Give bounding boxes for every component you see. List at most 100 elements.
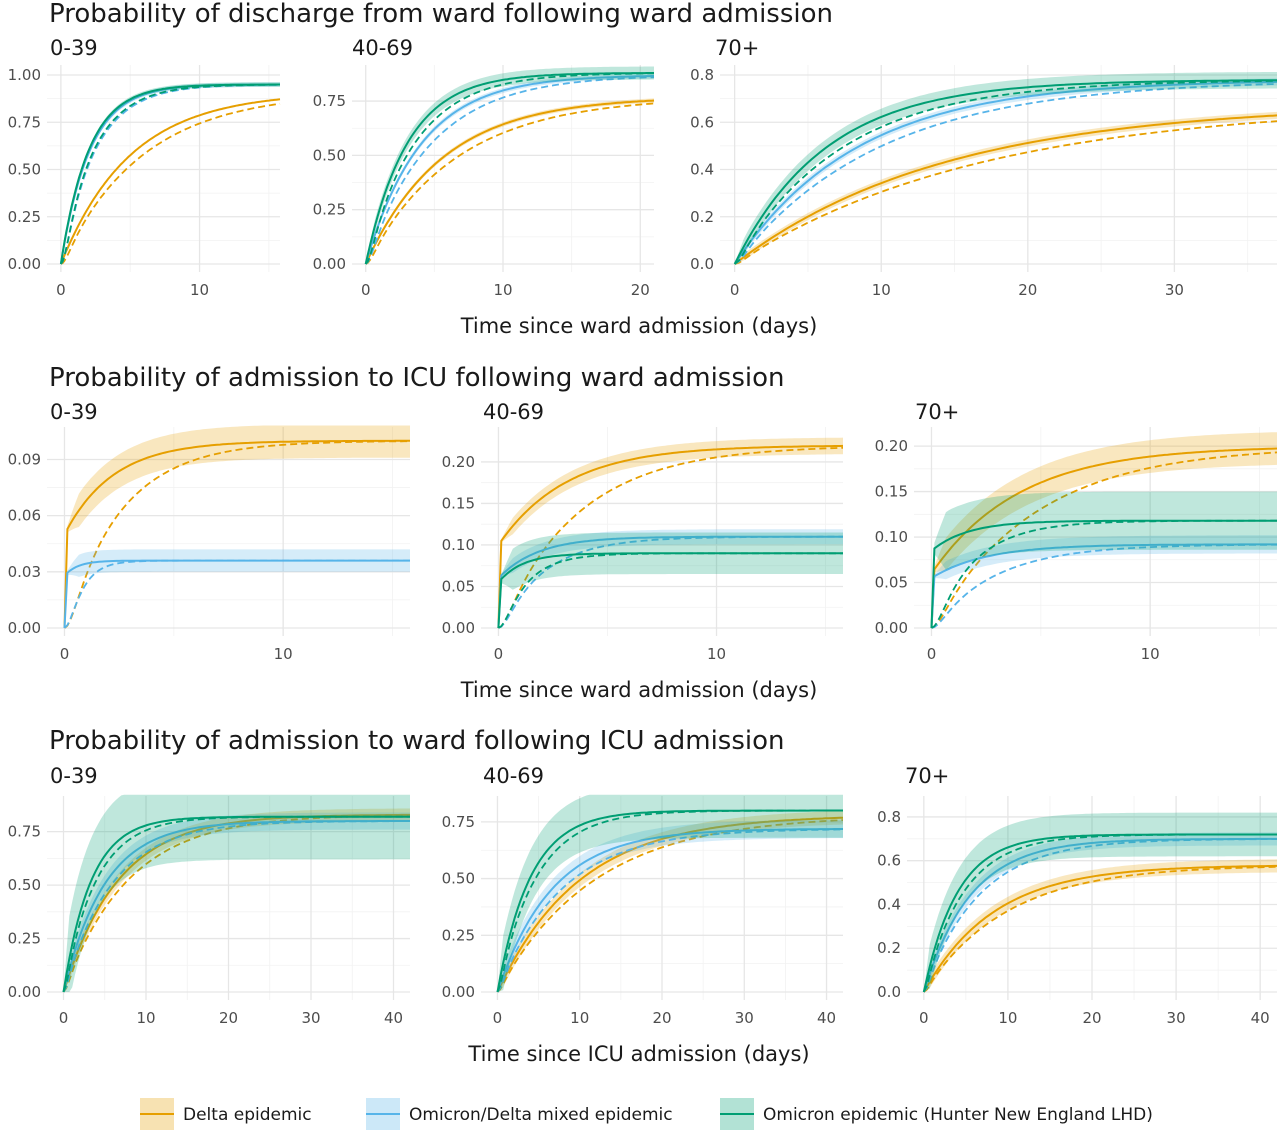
fitted-line-mixed (931, 543, 1277, 629)
y-tick-label: 0.0 (877, 983, 901, 1001)
x-tick-label: 10 (998, 1009, 1017, 1027)
fitted-line-mixed (60, 83, 281, 265)
x-tick-label: 0 (56, 281, 66, 299)
ci-band-delta (923, 859, 1277, 992)
y-tick-label: 0.25 (313, 201, 346, 219)
x-tick-label: 10 (872, 281, 891, 299)
panel-0-39: 0-39 0.00 0.25 0.50 0.75 1.00 0 10 (8, 36, 281, 299)
x-tick-label: 10 (493, 281, 512, 299)
x-tick-label: 20 (1018, 281, 1037, 299)
ci-band-mixed (931, 535, 1277, 628)
panel-title: 0-39 (50, 764, 98, 788)
panel-40-69: 40-69 0.00 0.05 0.10 0.15 0.20 0 10 (442, 400, 844, 663)
y-tick-label: 0.6 (877, 852, 901, 870)
ci-band-omicron (734, 72, 1277, 264)
panel-40-69: 40-69 0.00 0.25 0.50 0.75 0 10 20 30 40 (442, 764, 844, 1027)
y-tick-label: 0.10 (875, 528, 908, 546)
y-tick-label: 0.20 (875, 437, 908, 455)
y-tick-label: 0.00 (8, 255, 41, 273)
fitted-line-omicron (496, 809, 843, 993)
series-line-delta (922, 864, 1277, 993)
y-tick-label: 0.4 (690, 161, 714, 179)
fitted-line-delta (931, 451, 1278, 629)
y-tick-label: 0.8 (690, 66, 714, 84)
fitted-line-mixed (496, 828, 843, 993)
y-tick-label: 0.2 (690, 208, 714, 226)
series-line-mixed (733, 80, 1278, 265)
legend-label-omicron: Omicron epidemic (Hunter New England LHD… (763, 1105, 1153, 1125)
legend: Delta epidemic Omicron/Delta mixed epidem… (140, 1098, 1153, 1130)
series-line-delta (364, 99, 655, 265)
y-tick-label: 0.05 (875, 574, 908, 592)
x-axis-label: Time since ward admission (days) (460, 314, 818, 338)
ci-band-mixed (734, 78, 1277, 265)
series-line-delta (63, 439, 410, 629)
y-tick-label: 0.15 (875, 483, 908, 501)
fitted-line-delta (365, 102, 655, 265)
panel-0-39: 0-39 0.00 0.03 0.06 0.09 0 10 (8, 400, 410, 663)
y-tick-label: 0.15 (442, 494, 475, 512)
series-line-mixed (364, 75, 654, 265)
ci-band-delta (734, 111, 1277, 265)
fitted-line-omicron (734, 80, 1278, 265)
x-tick-label: 0 (927, 645, 937, 663)
y-tick-label: 0.25 (8, 208, 41, 226)
x-tick-label: 0 (919, 1009, 929, 1027)
y-tick-label: 0.75 (313, 92, 346, 110)
x-tick-label: 20 (1082, 1009, 1101, 1027)
panel-title: 0-39 (50, 400, 98, 424)
fitted-line-delta (63, 440, 410, 629)
x-tick-label: 10 (707, 645, 726, 663)
fitted-line-delta (497, 446, 844, 629)
fitted-line-mixed (365, 76, 655, 265)
ci-band-delta (64, 425, 410, 628)
y-tick-label: 0.50 (8, 876, 41, 894)
y-tick-label: 0.10 (442, 536, 475, 554)
y-tick-label: 0.0 (690, 255, 714, 273)
fitted-line-omicron (497, 552, 843, 629)
ci-band-omicron (498, 532, 843, 628)
panel-70+: 70+ 0.0 0.2 0.4 0.6 0.8 0 10 20 30 (690, 36, 1278, 299)
x-tick-label: 10 (1141, 645, 1160, 663)
fitted-line-omicron (62, 815, 410, 993)
ci-band-mixed (60, 82, 281, 264)
y-tick-label: 0.50 (442, 870, 475, 888)
fitted-line-delta (923, 865, 1278, 993)
x-tick-label: 30 (301, 1009, 320, 1027)
row-title: Probability of admission to ward followi… (49, 726, 785, 756)
panel-title: 70+ (715, 36, 759, 60)
x-tick-label: 0 (60, 645, 70, 663)
x-tick-label: 10 (136, 1009, 155, 1027)
y-tick-label: 0.75 (442, 813, 475, 831)
fitted-line-mixed (62, 820, 410, 993)
x-tick-label: 10 (274, 645, 293, 663)
series-line-omicron (59, 83, 280, 265)
y-tick-label: 0.50 (313, 146, 346, 164)
ci-band-delta (931, 432, 1277, 628)
panel-title: 0-39 (50, 36, 98, 60)
x-axis-label: Time since ward admission (days) (460, 678, 818, 702)
series-line-delta (62, 813, 410, 993)
panel-title: 40-69 (483, 400, 544, 424)
y-tick-label: 0.25 (442, 926, 475, 944)
x-tick-label: 20 (219, 1009, 238, 1027)
y-tick-label: 0.06 (8, 507, 41, 525)
y-tick-label: 0.00 (442, 983, 475, 1001)
y-tick-label: 0.2 (877, 939, 901, 957)
fitted-line-mixed (63, 559, 410, 629)
series-line-omicron (496, 809, 843, 993)
fitted-line-mixed (734, 83, 1278, 265)
fitted-line-omicron (931, 519, 1277, 629)
y-tick-label: 0.75 (8, 113, 41, 131)
y-tick-label: 0.00 (875, 619, 908, 637)
ci-band-omicron (60, 82, 281, 264)
ci-band-mixed (64, 549, 410, 628)
x-tick-label: 0 (493, 1009, 503, 1027)
y-tick-label: 0.00 (8, 983, 41, 1001)
y-tick-label: 0.00 (313, 255, 346, 273)
x-tick-label: 0 (59, 1009, 69, 1027)
legend-label-delta: Delta epidemic (183, 1105, 312, 1125)
y-tick-label: 0.8 (877, 808, 901, 826)
x-tick-label: 40 (1251, 1009, 1270, 1027)
